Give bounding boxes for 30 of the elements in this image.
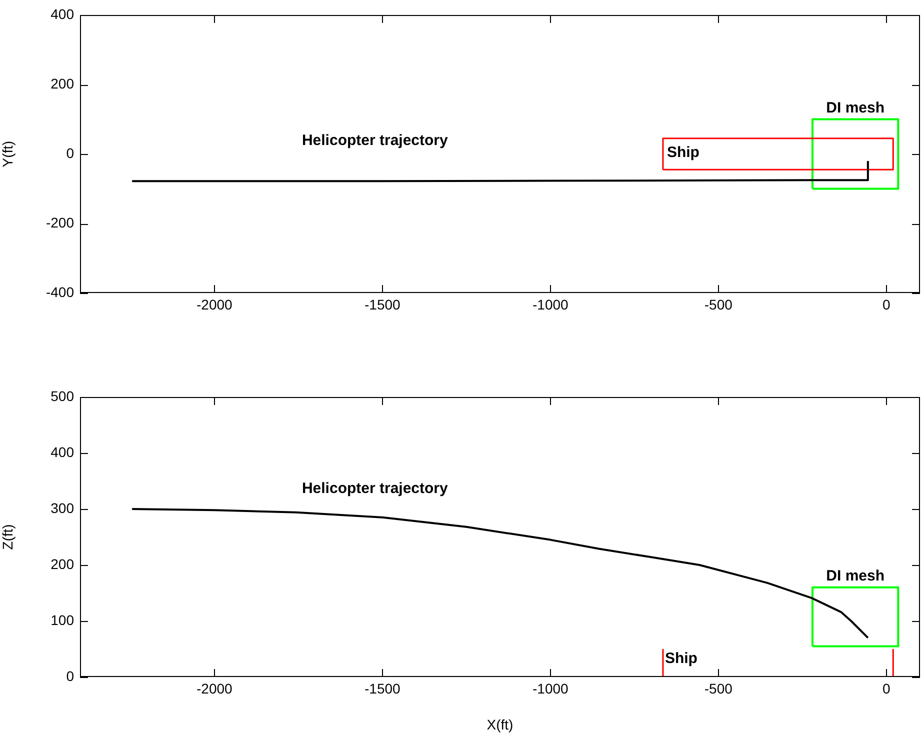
series-label: DI mesh	[826, 99, 884, 116]
y-tick-label: 100	[50, 612, 74, 628]
series-label: Ship	[666, 144, 700, 162]
y-tick-label: 300	[50, 500, 74, 516]
x-tick-label: -500	[704, 296, 733, 312]
x-tick-label: -1500	[364, 296, 401, 312]
y-tick-label: 400	[50, 444, 74, 460]
x-tick-label: -2000	[196, 296, 233, 312]
x-tick-label: -1500	[364, 680, 401, 696]
y-tick-label: 400	[50, 6, 74, 22]
y-tick-label: 500	[50, 388, 74, 404]
x-tick-label: -2000	[196, 680, 233, 696]
y-axis-title: Z(ft)	[0, 524, 16, 550]
series-label: DI mesh	[826, 568, 884, 585]
x-axis-title: X(ft)	[486, 716, 514, 732]
y-tick-label: 200	[50, 75, 74, 92]
series-label: Ship	[664, 650, 698, 668]
x-tick-label: 0	[882, 296, 890, 312]
x-tick-label: -500	[704, 680, 733, 696]
y-tick-label: 0	[66, 144, 74, 161]
x-tick-label: 0	[882, 680, 890, 696]
y-tick-label: 0	[66, 668, 74, 684]
y-tick-label: 200	[50, 556, 74, 572]
y-tick-label: -200	[46, 214, 74, 230]
series-label: Helicopter trajectory	[302, 480, 449, 498]
text: Helicopter trajectory	[302, 132, 449, 150]
y-tick-label: -400	[46, 284, 74, 300]
x-tick-label: -1000	[532, 680, 569, 696]
y-axis-title: Y(ft)	[0, 140, 16, 168]
x-tick-label: -1000	[532, 296, 569, 312]
